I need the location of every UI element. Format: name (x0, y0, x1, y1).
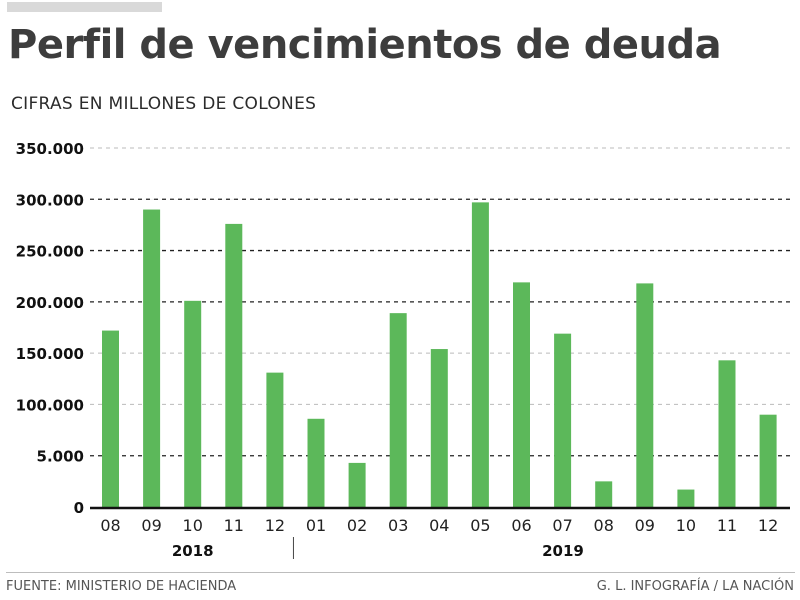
bar (636, 283, 654, 507)
x-tick-label: 11 (717, 516, 737, 535)
x-tick-label: 09 (635, 516, 655, 535)
x-tick-label: 06 (511, 516, 531, 535)
credit-note: G. L. INFOGRAFÍA / LA NACIÓN (596, 579, 794, 594)
bars (102, 202, 777, 508)
bar (759, 414, 777, 507)
x-tick-label: 12 (758, 516, 778, 535)
bar (184, 300, 202, 507)
bar (225, 223, 243, 507)
x-tick-label: 10 (183, 516, 203, 535)
footer-divider (6, 572, 795, 573)
x-tick-label: 09 (141, 516, 161, 535)
x-axis-ticks: 08 09 10 11 12 01 02 03 04 05 06 07 08 09 10 11 12 (100, 516, 778, 535)
bar (307, 418, 325, 507)
bar (389, 313, 407, 507)
y-tick-label: 200.000 (16, 294, 84, 312)
x-tick-label: 01 (306, 516, 326, 535)
bar (471, 202, 489, 507)
top-decorative-bar (7, 2, 162, 12)
x-tick-label: 10 (676, 516, 696, 535)
bar (513, 282, 530, 507)
y-tick-label: 100.000 (16, 396, 84, 414)
chart-title: Perfil de vencimientos de deuda (8, 22, 722, 68)
x-tick-label: 11 (224, 516, 244, 535)
y-tick-label: 250.000 (16, 243, 84, 261)
x-tick-label: 08 (594, 516, 614, 535)
bar (430, 349, 448, 507)
y-tick-label: 150.000 (16, 345, 84, 363)
x-tick-label: 04 (429, 516, 449, 535)
y-axis-ticks: 0 5.000 100.000 150.000 200.000 250.000 300.00… (16, 140, 84, 517)
year-label: 2018 (172, 542, 214, 560)
y-tick-label: 300.000 (16, 191, 84, 209)
y-tick-label: 350.000 (16, 140, 84, 158)
chart-subtitle: CIFRAS EN MILLONES DE COLONES (11, 94, 317, 114)
x-tick-label: 12 (265, 516, 285, 535)
bar (718, 360, 736, 507)
x-tick-label: 07 (552, 516, 572, 535)
bar (102, 330, 119, 507)
x-tick-label: 03 (388, 516, 408, 535)
bar (595, 481, 613, 507)
bar (266, 372, 284, 507)
source-note: FUENTE: MINISTERIO DE HACIENDA (6, 579, 237, 594)
year-labels: 2018 2019 (172, 537, 584, 560)
bar (348, 462, 366, 507)
bar (677, 489, 695, 507)
y-tick-label: 0 (74, 499, 84, 517)
x-tick-label: 02 (347, 516, 367, 535)
x-tick-label: 08 (100, 516, 120, 535)
y-tick-label: 5.000 (37, 448, 84, 466)
bar (554, 333, 572, 507)
bar (143, 209, 161, 508)
x-tick-label: 05 (470, 516, 490, 535)
year-label: 2019 (542, 542, 584, 560)
